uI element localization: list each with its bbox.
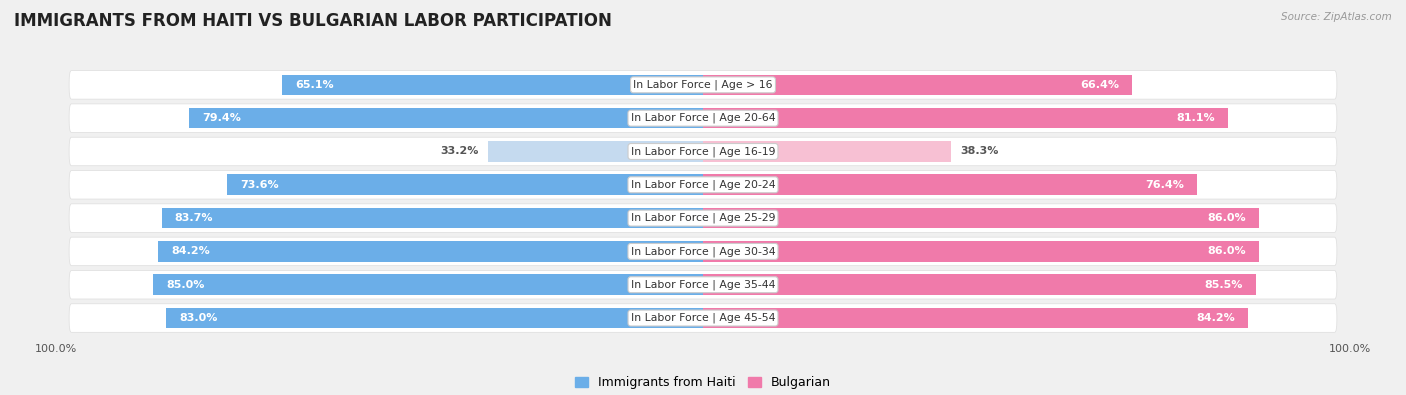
Bar — [162, 208, 703, 228]
Bar — [190, 108, 703, 128]
Text: IMMIGRANTS FROM HAITI VS BULGARIAN LABOR PARTICIPATION: IMMIGRANTS FROM HAITI VS BULGARIAN LABOR… — [14, 12, 612, 30]
FancyBboxPatch shape — [69, 104, 1337, 132]
Bar — [159, 241, 703, 262]
Text: 76.4%: 76.4% — [1146, 180, 1184, 190]
Text: In Labor Force | Age 20-24: In Labor Force | Age 20-24 — [631, 180, 775, 190]
FancyBboxPatch shape — [69, 137, 1337, 166]
Text: 38.3%: 38.3% — [960, 147, 998, 156]
Text: 85.5%: 85.5% — [1205, 280, 1243, 290]
Text: 79.4%: 79.4% — [202, 113, 242, 123]
Text: In Labor Force | Age 20-64: In Labor Force | Age 20-64 — [631, 113, 775, 123]
FancyBboxPatch shape — [69, 204, 1337, 232]
Bar — [166, 308, 703, 328]
FancyBboxPatch shape — [69, 304, 1337, 332]
Text: 83.0%: 83.0% — [179, 313, 218, 323]
Bar — [703, 108, 1227, 128]
Text: 66.4%: 66.4% — [1081, 80, 1119, 90]
Bar — [703, 175, 1197, 195]
Bar — [226, 175, 703, 195]
Text: In Labor Force | Age 35-44: In Labor Force | Age 35-44 — [631, 280, 775, 290]
Text: In Labor Force | Age > 16: In Labor Force | Age > 16 — [633, 80, 773, 90]
Text: In Labor Force | Age 16-19: In Labor Force | Age 16-19 — [631, 146, 775, 157]
Bar — [703, 75, 1132, 95]
Text: 33.2%: 33.2% — [440, 147, 478, 156]
Bar — [703, 308, 1247, 328]
FancyBboxPatch shape — [69, 71, 1337, 99]
Text: 85.0%: 85.0% — [166, 280, 204, 290]
Text: 81.1%: 81.1% — [1175, 113, 1215, 123]
FancyBboxPatch shape — [69, 171, 1337, 199]
Text: In Labor Force | Age 25-29: In Labor Force | Age 25-29 — [631, 213, 775, 223]
Text: 84.2%: 84.2% — [172, 246, 209, 256]
Text: 84.2%: 84.2% — [1197, 313, 1234, 323]
Text: 65.1%: 65.1% — [295, 80, 333, 90]
Bar — [703, 141, 950, 162]
Text: 86.0%: 86.0% — [1208, 213, 1246, 223]
Bar — [153, 275, 703, 295]
Text: 86.0%: 86.0% — [1208, 246, 1246, 256]
Bar — [703, 241, 1260, 262]
Bar — [703, 208, 1260, 228]
FancyBboxPatch shape — [69, 237, 1337, 266]
Bar — [703, 275, 1256, 295]
Text: 83.7%: 83.7% — [174, 213, 214, 223]
Text: In Labor Force | Age 45-54: In Labor Force | Age 45-54 — [631, 313, 775, 323]
Text: In Labor Force | Age 30-34: In Labor Force | Age 30-34 — [631, 246, 775, 257]
Bar — [283, 75, 703, 95]
Text: Source: ZipAtlas.com: Source: ZipAtlas.com — [1281, 12, 1392, 22]
Legend: Immigrants from Haiti, Bulgarian: Immigrants from Haiti, Bulgarian — [571, 371, 835, 394]
FancyBboxPatch shape — [69, 271, 1337, 299]
Text: 73.6%: 73.6% — [240, 180, 278, 190]
Bar — [488, 141, 703, 162]
